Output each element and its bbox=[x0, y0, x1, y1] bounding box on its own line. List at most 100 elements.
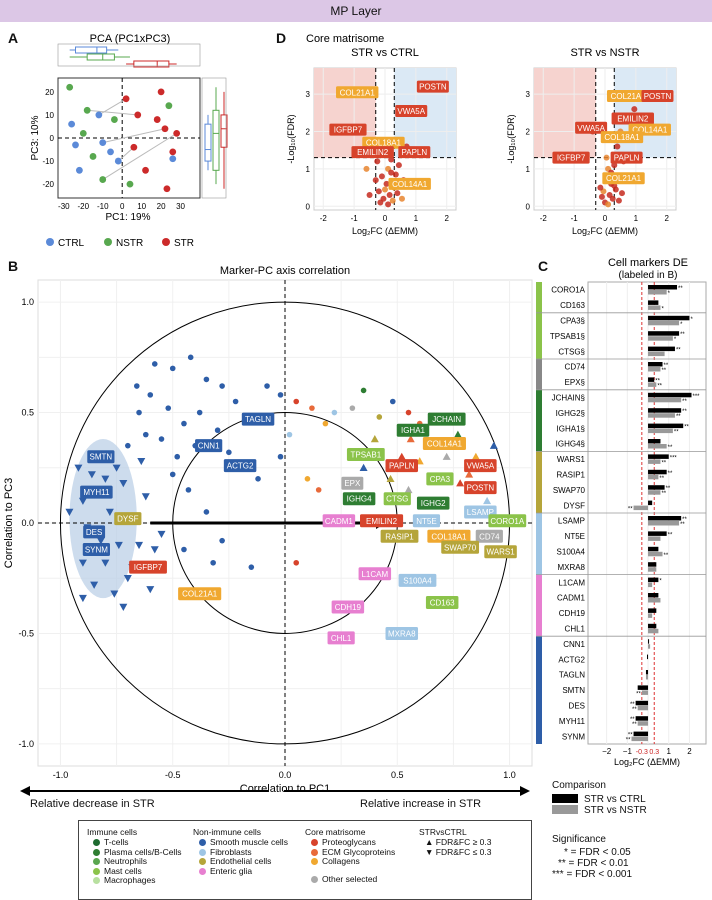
group-color-bar bbox=[536, 451, 542, 513]
bar bbox=[648, 439, 661, 444]
data-point bbox=[83, 106, 91, 114]
significance-item: *** = FDR < 0.001 bbox=[552, 869, 633, 880]
bar bbox=[648, 397, 682, 403]
data-point bbox=[163, 185, 171, 193]
gene-label-box bbox=[425, 596, 459, 610]
bar bbox=[648, 377, 655, 382]
significance-mark: ** bbox=[630, 717, 635, 723]
bar bbox=[648, 469, 667, 475]
panel-label-a: A bbox=[8, 30, 19, 46]
bar bbox=[648, 300, 659, 305]
bar bbox=[645, 675, 649, 680]
category-label: L1CAM bbox=[558, 578, 585, 587]
legend-item: Enteric glia bbox=[193, 866, 288, 877]
bar bbox=[648, 577, 659, 583]
x-tick-label: -1 bbox=[571, 214, 579, 223]
legend-item: Plasma cells/B-Cells bbox=[87, 847, 181, 858]
bar bbox=[637, 721, 649, 726]
gene-label: POSTN bbox=[644, 92, 672, 101]
boxplot-frame bbox=[57, 43, 201, 67]
y-axis-label: PC3: 10% bbox=[30, 115, 41, 160]
down-triangle bbox=[146, 586, 155, 594]
legend-label: STR bbox=[174, 238, 194, 249]
data-point bbox=[398, 195, 405, 202]
bar bbox=[648, 336, 673, 341]
chart-title: PCA (PC1xPC3) bbox=[90, 33, 171, 45]
gene-label-box bbox=[464, 459, 497, 473]
panel-label-d: D bbox=[276, 30, 287, 46]
gene-label-box bbox=[195, 439, 223, 453]
gene-label: IGHA1 bbox=[401, 426, 426, 435]
gene-label: POSTN bbox=[419, 83, 447, 92]
gene-label-box bbox=[488, 514, 527, 528]
bar bbox=[648, 413, 675, 418]
significance-mark: ** bbox=[661, 460, 666, 466]
down-triangle bbox=[78, 497, 87, 505]
gene-label: COL21A1 bbox=[611, 92, 647, 101]
down-triangle bbox=[78, 559, 87, 567]
bar bbox=[648, 315, 690, 321]
x-tick-label: 0 bbox=[120, 202, 125, 211]
x-tick-label: 2 bbox=[445, 214, 450, 223]
data-point bbox=[72, 141, 79, 149]
y-axis-label: Correlation to PC3 bbox=[3, 478, 15, 569]
data-point bbox=[374, 158, 381, 165]
comparison-head: Comparison bbox=[552, 780, 606, 791]
gene-label: TPSAB1 bbox=[350, 451, 381, 460]
down-triangle bbox=[87, 471, 96, 479]
gene-label-box bbox=[380, 529, 419, 543]
x-tick-label: 0 bbox=[383, 214, 388, 223]
up-triangle bbox=[471, 452, 480, 460]
panel-label-b: B bbox=[8, 258, 19, 274]
up-triangle bbox=[453, 430, 462, 438]
bar bbox=[648, 500, 653, 506]
gene-label: VWA5A bbox=[577, 124, 605, 133]
gene-label: COL14A1 bbox=[427, 439, 463, 448]
gene-label-box bbox=[427, 529, 471, 543]
bar bbox=[648, 628, 659, 634]
data-point bbox=[165, 102, 173, 110]
up-triangle bbox=[397, 452, 406, 460]
bar bbox=[648, 444, 667, 449]
y-tick-label: 1 bbox=[306, 165, 311, 174]
bar bbox=[648, 516, 682, 521]
down-triangle bbox=[141, 493, 150, 501]
cell-markers-chart: Cell markers DE(labeled in B)CORO1A ***CD… bbox=[536, 257, 707, 767]
gene-label-box bbox=[575, 121, 608, 134]
data-point bbox=[376, 414, 383, 420]
data-point bbox=[293, 559, 300, 566]
bar bbox=[648, 392, 692, 398]
bar bbox=[648, 423, 684, 429]
bar bbox=[648, 408, 682, 413]
bar bbox=[637, 685, 649, 690]
data-point bbox=[203, 376, 210, 383]
y-axis-label: -Log₁₀(FDR) bbox=[286, 114, 296, 163]
data-point bbox=[147, 392, 154, 398]
data-point bbox=[169, 471, 176, 478]
significance-mark: ** bbox=[630, 702, 635, 708]
gene-label: MXRA8 bbox=[388, 629, 416, 638]
significance-item: * = FDR < 0.05 bbox=[564, 847, 631, 858]
gene-label: COL18A1 bbox=[366, 139, 402, 148]
gene-label-box bbox=[83, 525, 106, 539]
down-triangle bbox=[135, 541, 144, 550]
significance-mark: ** bbox=[666, 486, 671, 492]
gene-label: COL21A1 bbox=[606, 174, 642, 183]
x-tick-label: 2 bbox=[665, 214, 670, 223]
data-point bbox=[264, 383, 270, 389]
data-point bbox=[130, 143, 138, 151]
gene-label-box bbox=[331, 600, 365, 614]
x-tick-label: -1.0 bbox=[53, 770, 69, 780]
legend-down-triangle: ▼ FDR&FC ≤ 0.3 bbox=[425, 846, 492, 857]
chart-title: Marker-PC axis correlation bbox=[220, 265, 350, 277]
category-label: JCHAIN§ bbox=[552, 394, 585, 403]
significance-mark: * bbox=[674, 337, 677, 343]
gene-label-box bbox=[362, 136, 405, 149]
gene-label-box bbox=[602, 172, 645, 185]
gene-label-box bbox=[426, 472, 454, 486]
increase-label: Relative increase in STR bbox=[360, 798, 482, 810]
category-label: CDH19 bbox=[559, 609, 586, 618]
down-triangle bbox=[65, 508, 74, 516]
x-axis-label: Log₂FC (ΔEMM) bbox=[572, 226, 638, 236]
category-label: MYH11 bbox=[559, 717, 586, 726]
